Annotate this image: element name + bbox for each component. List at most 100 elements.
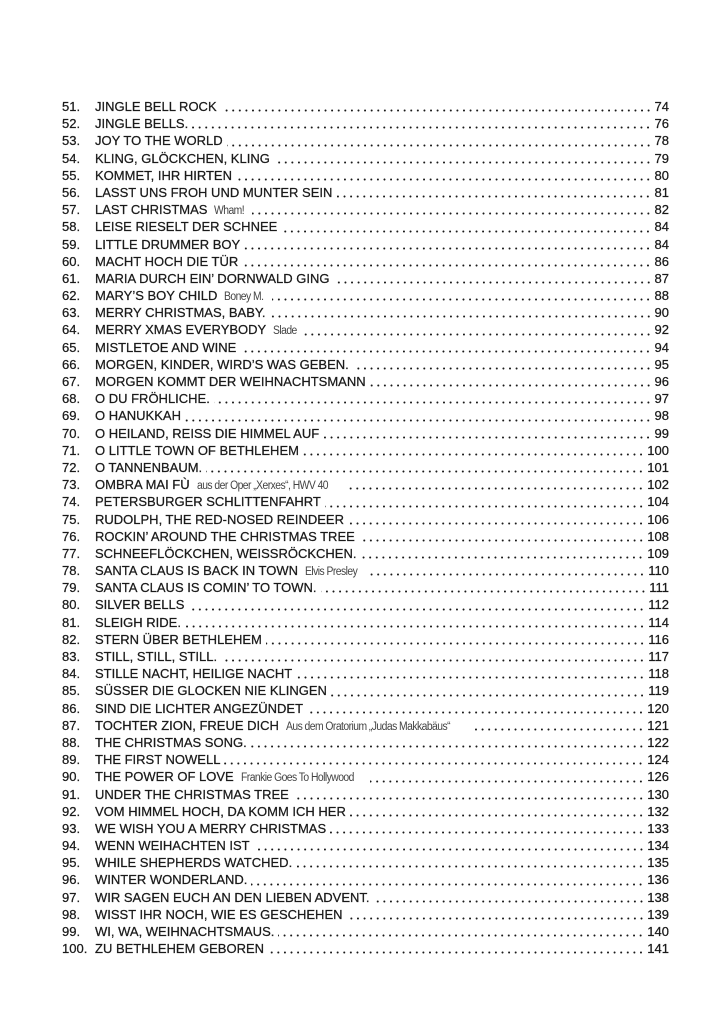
entry-page-number: 76: [654, 116, 669, 132]
entry-page-number: 135: [647, 855, 669, 871]
entry-number: 93.: [62, 820, 81, 836]
entry-number: 86.: [62, 700, 81, 716]
entry-title: THE CHRISTMAS SONG.: [95, 734, 247, 750]
entry-page-number: 80: [654, 167, 669, 183]
toc-entry: 59. LITTLE DRUMMER BOY 84: [62, 236, 669, 254]
entry-title: MARY’S BOY CHILD: [95, 288, 218, 304]
toc-entry: 64. MERRY XMAS EVERYBODY Slade 92: [62, 322, 669, 339]
toc-entry: 55. KOMMET, IHR HIRTEN 80: [62, 168, 669, 185]
entry-page-number: 88: [654, 288, 669, 304]
toc-entry: 82. STERN ÜBER BETHLEHEM 116: [62, 632, 669, 649]
dot-leader: [292, 796, 645, 800]
entry-number: 61.: [62, 270, 81, 286]
entry-subtitle: Slade: [273, 325, 298, 338]
entry-title: SIND DIE LICHTER ANGEZÜNDET: [95, 700, 304, 716]
dot-leader: [349, 813, 645, 817]
toc-entry: 51. JINGLE BELL ROCK 74: [62, 99, 669, 116]
toc-entry: 95. WHILE SHEPHERDS WATCHED. 135: [62, 855, 669, 872]
toc-entry: 57. LAST CHRISTMAS Wham! 82: [62, 202, 669, 219]
toc-entry: 72. O TANNENBAUM. 101: [62, 460, 669, 477]
entry-subtitle: Frankie Goes To Hollywood: [240, 772, 354, 785]
entry-number: 90.: [62, 769, 81, 785]
entry-number: 57.: [62, 202, 81, 218]
entry-title: O LITTLE TOWN OF BETHLEHEM: [95, 442, 299, 458]
entry-number: 95.: [62, 855, 81, 871]
dot-leader: [213, 401, 652, 405]
entry-title: O TANNENBAUM.: [95, 459, 203, 475]
entry-page-number: 99: [654, 425, 669, 441]
entry-page-number: 98: [654, 408, 669, 424]
entry-number: 64.: [62, 322, 81, 338]
dot-leader: [281, 229, 652, 233]
entry-title: KOMMET, IHR HIRTEN: [95, 167, 232, 183]
entry-page-number: 119: [648, 683, 669, 699]
dot-leader: [192, 126, 652, 130]
entry-title: SANTA CLAUS IS COMIN’ TO TOWN.: [95, 580, 317, 596]
dot-leader: [242, 263, 652, 267]
toc-entry: 75. RUDOLPH, THE RED-NOSED REINDEER 106: [62, 511, 669, 529]
entry-number: 78.: [62, 563, 81, 579]
entry-page-number: 112: [648, 597, 669, 613]
dot-leader: [358, 538, 645, 542]
entry-page-number: 114: [648, 614, 669, 630]
dot-leader: [369, 384, 652, 388]
toc-entry: 85. SÜSSER DIE GLOCKEN NIE KLINGEN 119: [62, 683, 669, 700]
entry-page-number: 100: [647, 442, 669, 458]
entry-number: 60.: [62, 253, 81, 269]
toc-entry: 61. MARIA DURCH EIN’ DORNWALD GING 87: [62, 271, 669, 288]
entry-page-number: 82: [654, 202, 669, 218]
entry-page-number: 130: [647, 786, 669, 802]
dot-leader: [251, 212, 652, 216]
dot-leader: [272, 298, 652, 302]
toc-entry: 94. WENN WEIHACHTEN IST 134: [62, 838, 669, 855]
entry-number: 88.: [62, 734, 81, 750]
toc-entry: 68. O DU FRÖHLICHE. 97: [62, 391, 669, 408]
entry-subtitle: Boney M.: [224, 291, 264, 304]
toc-entry: 66. MORGEN, KINDER, WIRD’S WAS GEBEN. 95: [62, 357, 669, 374]
entry-page-number: 132: [647, 803, 669, 819]
entry-number: 85.: [62, 683, 81, 699]
entry-title: WISST IHR NOCH, WIE ES GESCHEHEN: [95, 906, 343, 922]
entry-title: OMBRA MAI FÙ: [95, 477, 190, 493]
entry-page-number: 108: [647, 528, 669, 544]
entry-title: LAST CHRISTMAS: [95, 202, 208, 218]
entry-title: SANTA CLAUS IS BACK IN TOWN: [95, 563, 298, 579]
entry-page-number: 104: [647, 494, 669, 510]
entry-subtitle: Aus dem Oratorium „Judas Makkabäus“: [285, 720, 451, 733]
entry-page-number: 84: [654, 236, 669, 252]
entry-page-number: 92: [654, 322, 669, 338]
entry-number: 89.: [62, 752, 81, 768]
entry-title: MACHT HOCH DIE TÜR: [95, 253, 239, 269]
entry-title: MISTLETOE AND WINE: [95, 339, 237, 355]
toc-entry: 81. SLEIGH RIDE. 114: [62, 615, 669, 632]
entry-number: 79.: [62, 580, 81, 596]
dot-leader: [250, 745, 645, 749]
entry-page-number: 138: [647, 889, 669, 905]
entry-title: JOY TO THE WORLD: [95, 133, 223, 149]
toc-entry: 91. UNDER THE CHRISTMAS TREE 130: [62, 786, 669, 804]
toc-entry: 70. O HEILAND, REISS DIE HIMMEL AUF 99: [62, 425, 669, 443]
entry-title: WENN WEIHACHTEN IST: [95, 838, 250, 854]
dot-leader: [373, 899, 645, 903]
dot-leader: [330, 831, 645, 835]
dot-leader: [236, 177, 652, 181]
toc-entry: 80. SILVER BELLS 112: [62, 597, 669, 614]
toc-entry: 76. ROCKIN’ AROUND THE CHRISTMAS TREE 108: [62, 529, 669, 546]
entry-number: 99.: [62, 924, 81, 939]
dot-leader: [302, 452, 645, 456]
entry-page-number: 81: [654, 184, 669, 200]
entry-number: 66.: [62, 356, 81, 372]
dot-leader: [367, 573, 646, 577]
entry-number: 97.: [62, 889, 81, 905]
toc-entry: 99. WI, WA, WEIHNACHTSMAUS. 140: [62, 924, 669, 941]
entry-number: 73.: [62, 477, 81, 493]
toc-entry: 62. MARY’S BOY CHILD Boney M. 88: [62, 288, 669, 305]
entry-title: UNDER THE CHRISTMAS TREE: [95, 786, 289, 802]
entry-title: PETERSBURGER SCHLITTENFAHRT: [95, 494, 321, 510]
entry-page-number: 126: [647, 769, 669, 785]
entry-title: SÜSSER DIE GLOCKEN NIE KLINGEN: [95, 683, 327, 699]
dot-leader: [226, 143, 652, 147]
entry-number: 53.: [62, 133, 81, 149]
entry-page-number: 118: [648, 666, 669, 682]
entry-title: STILL, STILL, STILL.: [95, 649, 218, 664]
